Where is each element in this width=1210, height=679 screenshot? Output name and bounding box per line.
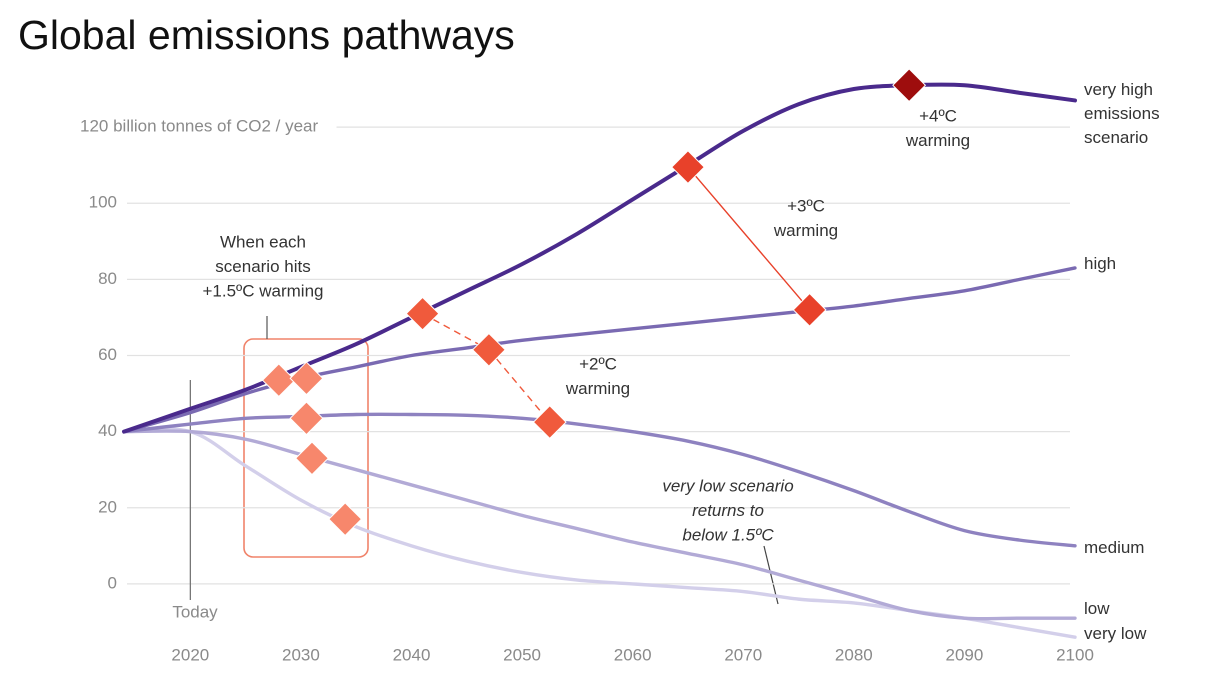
x-tick-label: 2060 — [614, 645, 652, 664]
marker — [261, 363, 296, 398]
x-tick-label: 2030 — [282, 645, 320, 664]
y-tick-label: 20 — [98, 497, 117, 516]
series-label: medium — [1084, 538, 1145, 557]
y-tick-label: 80 — [98, 269, 117, 288]
annotation: +2ºC — [579, 354, 617, 373]
series-label: very high emissions scenario — [1084, 80, 1160, 147]
series-label: low — [1084, 599, 1110, 618]
annotation: +1.5ºC warming — [202, 281, 323, 300]
marker — [670, 150, 705, 185]
x-tick-label: 2040 — [393, 645, 431, 664]
marker — [471, 332, 506, 367]
marker — [892, 68, 927, 103]
marker — [289, 401, 324, 436]
marker — [289, 361, 324, 396]
x-tick-label: 2080 — [835, 645, 873, 664]
annotation: below 1.5ºC — [682, 525, 774, 544]
annotation: warming — [905, 131, 970, 150]
marker — [328, 502, 363, 537]
y-tick-label: 60 — [98, 345, 117, 364]
annotation: returns to — [692, 501, 764, 520]
connector — [488, 349, 551, 423]
annotation: Today — [172, 602, 218, 621]
connector — [422, 313, 490, 351]
x-tick-label: 2100 — [1056, 645, 1094, 664]
annotation: When each — [220, 232, 306, 251]
annotation: very low scenario — [662, 476, 793, 495]
x-tick-label: 2090 — [946, 645, 984, 664]
grid — [127, 126, 1070, 585]
y-tick-label: 40 — [98, 421, 117, 440]
annotation: +3ºC — [787, 196, 825, 215]
annotation: warming — [565, 379, 630, 398]
annotation: warming — [773, 221, 838, 240]
x-tick-label: 2050 — [503, 645, 541, 664]
marker — [295, 441, 329, 476]
y-tick-label: 0 — [108, 573, 117, 592]
series-line — [122, 429, 1077, 621]
highlight-box — [243, 338, 369, 558]
marker — [532, 405, 567, 440]
y-tick-label: 100 — [89, 193, 117, 212]
x-tick-label: 2070 — [724, 645, 762, 664]
series-label: high — [1084, 254, 1117, 273]
series-line — [122, 412, 1077, 548]
annotation: +4ºC — [919, 106, 957, 125]
x-tick-label: 2020 — [171, 645, 209, 664]
marker — [792, 292, 827, 327]
marker — [405, 296, 440, 331]
chart-title: Global emissions pathways — [18, 12, 515, 58]
y-tick-label: 120 billion tonnes of CO2 / year — [80, 117, 318, 136]
connector — [687, 166, 811, 311]
series-label: very low — [1084, 624, 1147, 643]
annotation: scenario hits — [215, 257, 310, 276]
